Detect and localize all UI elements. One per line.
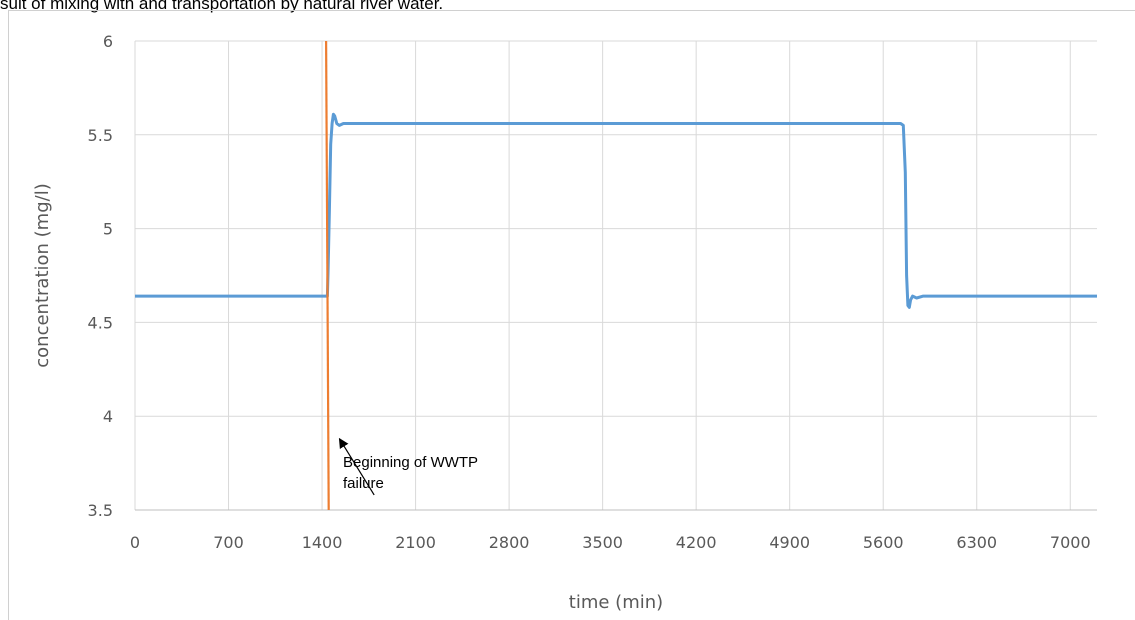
annotations: Beginning of WWTP failure bbox=[338, 437, 478, 496]
x-tick-label: 6300 bbox=[956, 533, 997, 552]
x-tick-label: 4900 bbox=[769, 533, 810, 552]
x-tick-label: 1400 bbox=[302, 533, 343, 552]
y-tick-label: 3.5 bbox=[88, 501, 113, 520]
x-axis-label: time (min) bbox=[569, 592, 663, 613]
annotation-arrow bbox=[338, 437, 375, 496]
y-tick-label: 5 bbox=[103, 220, 113, 239]
x-tick-label: 3500 bbox=[582, 533, 623, 552]
series-lines bbox=[135, 40, 1097, 511]
x-tick-label: 7000 bbox=[1050, 533, 1091, 552]
x-tick-label: 4200 bbox=[676, 533, 717, 552]
tick-labels: 3.5 4 4.5 5 5.5 6 0 700 1400 2100 2800 3500 4200 4900… bbox=[88, 32, 1091, 552]
y-tick-label: 4.5 bbox=[88, 313, 113, 332]
x-tick-label: 700 bbox=[213, 533, 244, 552]
annotation-text: Beginning of WWTP bbox=[343, 454, 478, 471]
x-tick-label: 5600 bbox=[863, 533, 904, 552]
annotation-text: failure bbox=[343, 475, 384, 492]
y-tick-label: 6 bbox=[103, 32, 113, 51]
x-tick-label: 0 bbox=[130, 533, 140, 552]
y-tick-label: 4 bbox=[103, 407, 113, 426]
series-line-0 bbox=[135, 112, 1097, 309]
x-tick-label: 2100 bbox=[395, 533, 436, 552]
series-line-1 bbox=[325, 40, 330, 511]
figure-caption: sult of mixing with and transportation b… bbox=[0, 0, 444, 13]
y-tick-label: 5.5 bbox=[88, 126, 113, 145]
grid-lines bbox=[134, 40, 1097, 511]
chart-frame bbox=[8, 10, 1135, 620]
y-axis-label: concentration (mg/l) bbox=[32, 183, 53, 367]
x-tick-label: 2800 bbox=[489, 533, 530, 552]
